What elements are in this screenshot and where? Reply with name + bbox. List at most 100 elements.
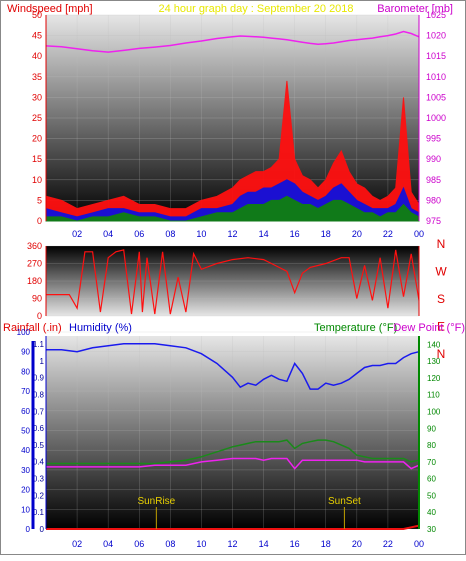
rainfall-tick-label: 0.3 <box>33 475 45 484</box>
hour-tick-labels-top: 02 04 06 08 10 12 14 16 18 20 22 00 <box>72 229 424 239</box>
rainfall-tick-label: 0.9 <box>33 374 45 383</box>
degree-tick-label: 270 <box>27 259 42 269</box>
wind-direction-degree-labels: 0 90 180 270 360 <box>27 241 42 321</box>
rainfall-tick-label: 0.2 <box>33 491 45 500</box>
series-temperature <box>46 439 420 465</box>
degree-tick-label: 0 <box>37 311 42 321</box>
wind-direction-series <box>46 249 420 315</box>
compass-letter: N <box>437 237 446 251</box>
sunset-label: SunSet <box>328 496 361 507</box>
humidity-tick-label: 20 <box>21 486 30 495</box>
hour-tick-label: 22 <box>383 229 393 239</box>
humidity-tick-label: 30 <box>21 466 30 475</box>
hour-tick-label: 06 <box>134 229 144 239</box>
humidity-tick-label: 60 <box>21 407 30 416</box>
hour-tick-label: 16 <box>290 229 300 239</box>
windspeed-tick-labels: 0 5 10 15 20 25 30 35 40 45 50 <box>32 10 42 226</box>
humidity-tick-label: 80 <box>21 367 30 376</box>
humidity-axis-title: Humidity (%) <box>69 322 132 334</box>
hour-tick-label: 10 <box>196 229 206 239</box>
temperature-tick-label: 70 <box>427 458 436 467</box>
barometer-tick-label: 1015 <box>426 51 446 61</box>
hour-tick-label: 18 <box>321 539 331 549</box>
barometer-tick-label: 975 <box>426 216 441 226</box>
temp-humidity-plot-area <box>46 336 419 529</box>
hour-tick-label: 06 <box>134 539 144 549</box>
barometer-tick-label: 1000 <box>426 113 446 123</box>
series-barometer <box>45 30 420 53</box>
temperature-tick-label: 140 <box>427 340 441 349</box>
temperature-tick-label: 100 <box>427 408 441 417</box>
rainfall-tick-label: 0.6 <box>33 424 45 433</box>
hour-tick-label: 04 <box>103 539 113 549</box>
temperature-tick-label: 90 <box>427 424 436 433</box>
graph-title: 24 hour graph day : September 20 2018 <box>158 3 353 15</box>
temperature-axis-title: Temperature (°F) <box>314 322 397 334</box>
humidity-tick-label: 50 <box>21 427 30 436</box>
rainfall-tick-labels: 0 0.1 0.2 0.3 0.4 0.5 0.6 0.7 0.8 0.9 1 1.1 <box>33 340 45 534</box>
rainfall-tick-label: 0.8 <box>33 390 45 399</box>
hour-tick-label: 12 <box>227 229 237 239</box>
compass-letter: E <box>437 320 445 334</box>
temperature-tick-label: 80 <box>427 441 436 450</box>
hour-tick-label: 20 <box>352 229 362 239</box>
windspeed-tick-label: 15 <box>32 154 42 164</box>
hour-tick-label: 16 <box>290 539 300 549</box>
series-humidity <box>46 343 420 390</box>
hour-tick-label: 04 <box>103 229 113 239</box>
hour-tick-label: 02 <box>72 229 82 239</box>
rainfall-tick-label: 0.4 <box>33 458 45 467</box>
rainfall-tick-label: 1 <box>40 357 45 366</box>
rainfall-tick-label: 0.7 <box>33 407 45 416</box>
series-wind-gust <box>45 80 420 222</box>
sunrise-label: SunRise <box>137 496 175 507</box>
humidity-tick-label: 40 <box>21 446 30 455</box>
barometer-tick-label: 990 <box>426 154 441 164</box>
hour-tick-label: 00 <box>414 229 424 239</box>
humidity-tick-label: 0 <box>26 525 31 534</box>
barometer-tick-label: 1005 <box>426 92 446 102</box>
temperature-tick-label: 40 <box>427 508 436 517</box>
degree-tick-label: 360 <box>27 241 42 251</box>
rainfall-tick-label: 0 <box>40 525 45 534</box>
windspeed-tick-label: 20 <box>32 134 42 144</box>
temperature-tick-label: 60 <box>427 475 436 484</box>
windspeed-tick-label: 45 <box>32 31 42 41</box>
humidity-tick-label: 90 <box>21 348 30 357</box>
windspeed-tick-label: 35 <box>32 72 42 82</box>
hour-tick-label: 12 <box>227 539 237 549</box>
humidity-tick-label: 100 <box>17 328 31 337</box>
temp-humidity-gridlines <box>46 331 420 530</box>
compass-letter: N <box>437 347 446 361</box>
temperature-tick-label: 110 <box>427 391 440 400</box>
degree-tick-label: 180 <box>27 276 42 286</box>
temp-humidity-series <box>46 343 420 530</box>
humidity-tick-label: 10 <box>21 505 30 514</box>
windspeed-tick-label: 25 <box>32 113 42 123</box>
hour-tick-label: 00 <box>414 539 424 549</box>
hour-tick-label: 22 <box>383 539 393 549</box>
temperature-tick-label: 130 <box>427 357 441 366</box>
temperature-tick-label: 50 <box>427 491 436 500</box>
barometer-tick-label: 985 <box>426 175 441 185</box>
temperature-tick-label: 120 <box>427 374 441 383</box>
hour-tick-label: 08 <box>165 539 175 549</box>
series-dew-point <box>46 457 420 470</box>
windspeed-tick-label: 30 <box>32 92 42 102</box>
temperature-tick-labels: 30 40 50 60 70 80 90 100 110 120 130 140 <box>427 340 441 534</box>
hour-tick-label: 20 <box>352 539 362 549</box>
windspeed-axis-title: Windspeed [mph] <box>7 3 93 15</box>
hour-tick-labels-bottom: 02 04 06 08 10 12 14 16 18 20 22 00 <box>72 539 424 549</box>
hour-tick-label: 02 <box>72 539 82 549</box>
humidity-tick-labels: 0 10 20 30 40 50 60 70 80 90 100 <box>17 328 31 534</box>
windspeed-tick-label: 0 <box>37 216 42 226</box>
windspeed-tick-label: 5 <box>37 195 42 205</box>
dewpoint-axis-title: Dew Point (°F) <box>393 322 465 334</box>
barometer-axis-title: Barometer [mb] <box>377 3 453 15</box>
rainfall-tick-label: 0.1 <box>33 508 45 517</box>
barometer-tick-label: 1025 <box>426 10 446 20</box>
barometer-tick-label: 1010 <box>426 72 446 82</box>
